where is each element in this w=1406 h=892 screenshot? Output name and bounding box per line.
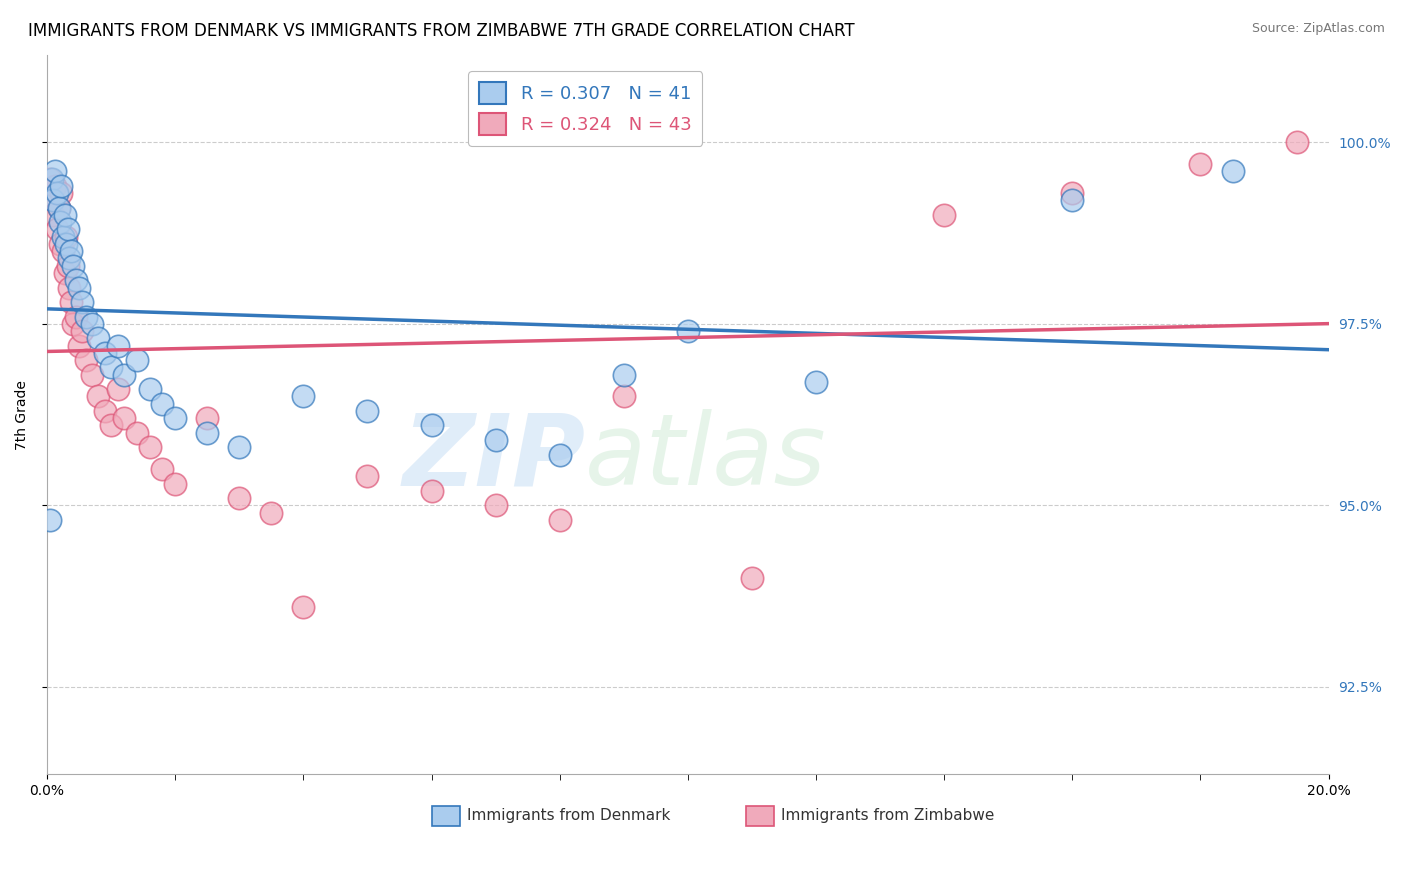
Point	[87, 389, 110, 403]
Point	[1285, 136, 1308, 150]
Point	[676, 324, 699, 338]
Point	[112, 411, 135, 425]
Point	[228, 491, 250, 505]
Point	[44, 164, 66, 178]
Point	[53, 266, 76, 280]
Point	[55, 236, 77, 251]
Point	[484, 499, 506, 513]
Point	[45, 222, 67, 236]
Text: IMMIGRANTS FROM DENMARK VS IMMIGRANTS FROM ZIMBABWE 7TH GRADE CORRELATION CHART: IMMIGRANTS FROM DENMARK VS IMMIGRANTS FR…	[28, 22, 855, 40]
Point	[65, 310, 87, 324]
Point	[356, 404, 378, 418]
Point	[548, 448, 571, 462]
Point	[100, 360, 122, 375]
Point	[62, 259, 84, 273]
Point	[49, 178, 72, 193]
Point	[75, 353, 97, 368]
Y-axis label: 7th Grade: 7th Grade	[15, 380, 30, 450]
Point	[53, 208, 76, 222]
Point	[195, 425, 218, 440]
Point	[75, 310, 97, 324]
Point	[80, 368, 103, 382]
Point	[112, 368, 135, 382]
Point	[107, 382, 129, 396]
Point	[45, 186, 67, 200]
Point	[484, 433, 506, 447]
Point	[65, 273, 87, 287]
Point	[1222, 164, 1244, 178]
Point	[67, 280, 90, 294]
Point	[52, 244, 75, 259]
Point	[52, 229, 75, 244]
Point	[613, 389, 636, 403]
Point	[41, 194, 63, 208]
Text: Immigrants from Zimbabwe: Immigrants from Zimbabwe	[782, 808, 995, 823]
Point	[165, 411, 187, 425]
Point	[100, 418, 122, 433]
Point	[125, 425, 148, 440]
Point	[420, 418, 443, 433]
Point	[62, 317, 84, 331]
Point	[1189, 157, 1212, 171]
Point	[39, 171, 62, 186]
Legend: R = 0.307   N = 41, R = 0.324   N = 43: R = 0.307 N = 41, R = 0.324 N = 43	[468, 71, 703, 146]
Point	[67, 338, 90, 352]
Point	[934, 208, 956, 222]
Point	[49, 236, 72, 251]
Point	[48, 201, 70, 215]
Point	[44, 178, 66, 193]
Point	[1062, 194, 1084, 208]
Point	[138, 382, 160, 396]
Point	[125, 353, 148, 368]
Point	[72, 324, 94, 338]
Point	[42, 194, 65, 208]
Text: Source: ZipAtlas.com: Source: ZipAtlas.com	[1251, 22, 1385, 36]
Point	[804, 375, 827, 389]
Point	[49, 186, 72, 200]
Point	[60, 244, 83, 259]
Point	[58, 252, 80, 266]
Point	[55, 229, 77, 244]
Point	[1062, 186, 1084, 200]
Text: atlas: atlas	[585, 409, 827, 507]
Point	[228, 440, 250, 454]
Point	[260, 506, 283, 520]
Text: ZIP: ZIP	[402, 409, 585, 507]
Point	[356, 469, 378, 483]
FancyBboxPatch shape	[432, 805, 460, 826]
Point	[138, 440, 160, 454]
Point	[58, 280, 80, 294]
Point	[292, 600, 315, 615]
Point	[548, 513, 571, 527]
Point	[107, 338, 129, 352]
Point	[93, 346, 115, 360]
Point	[152, 397, 174, 411]
FancyBboxPatch shape	[745, 805, 773, 826]
Point	[48, 201, 70, 215]
Point	[42, 208, 65, 222]
Point	[39, 513, 62, 527]
Point	[420, 483, 443, 498]
Point	[613, 368, 636, 382]
Point	[60, 295, 83, 310]
Point	[56, 222, 79, 236]
Point	[152, 462, 174, 476]
Point	[49, 215, 72, 229]
Point	[72, 295, 94, 310]
Point	[195, 411, 218, 425]
Point	[87, 331, 110, 345]
Point	[741, 571, 763, 585]
Point	[93, 404, 115, 418]
Point	[41, 171, 63, 186]
Point	[80, 317, 103, 331]
Point	[165, 476, 187, 491]
Point	[56, 259, 79, 273]
Point	[292, 389, 315, 403]
Text: Immigrants from Denmark: Immigrants from Denmark	[467, 808, 671, 823]
